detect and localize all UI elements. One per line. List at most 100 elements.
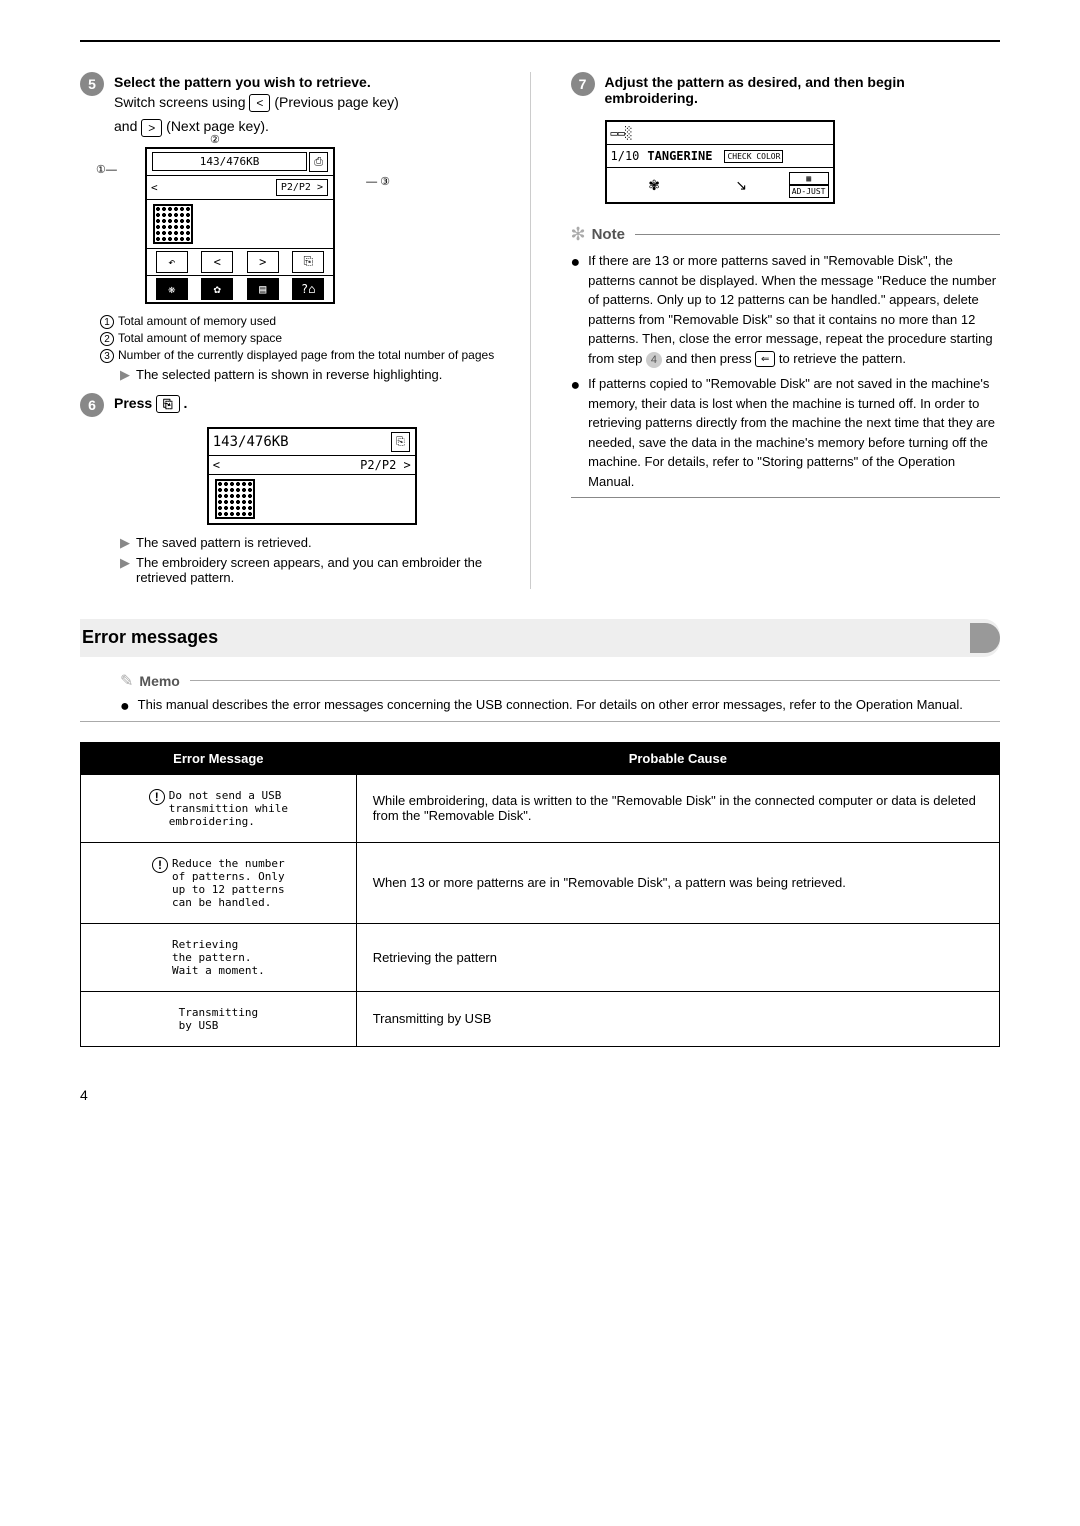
lcd-tab2: ✿ <box>201 278 233 300</box>
lcd-tab3: ▤ <box>247 278 279 300</box>
warning-icon: ! <box>152 857 168 873</box>
table-row: !Reduce the number of patterns. Only up … <box>81 842 1000 923</box>
check-color-btn: CHECK COLOR <box>724 150 783 163</box>
step6-lcd-memory: 143/476KB <box>213 434 390 450</box>
step-5-line1: Switch screens using < (Previous page ke… <box>114 94 510 112</box>
note1-a: If there are 13 or more patterns saved i… <box>588 253 996 366</box>
step5-result-text: The selected pattern is shown in reverse… <box>136 367 442 383</box>
size-btn: ▦ <box>789 172 829 185</box>
note-box: ✻ Note ● If there are 13 or more pattern… <box>571 224 1001 498</box>
callout-2-marker: ② <box>210 133 220 146</box>
step-4-ref: 4 <box>646 352 662 368</box>
error-section-title: Error messages <box>80 627 970 648</box>
callout-3: 3Number of the currently displayed page … <box>100 348 510 363</box>
step6-lcd: 143/476KB ⎘ < P2/P2 > <box>207 427 417 525</box>
callout-1-marker: ①— <box>96 163 117 176</box>
step7-color: TANGERINE <box>647 149 712 163</box>
step-7-number: 7 <box>571 72 595 96</box>
lcd-right-btn: > <box>247 251 279 273</box>
memo-bullet: ● <box>120 695 130 719</box>
probable-cause-cell: While embroidering, data is written to t… <box>356 774 999 842</box>
note2-text: If patterns copied to "Removable Disk" a… <box>588 374 1000 491</box>
probable-cause-cell: Transmitting by USB <box>356 991 999 1046</box>
callout-1-text: Total amount of memory used <box>118 314 276 328</box>
step6-lcd-prev: < <box>213 458 360 472</box>
prev-page-key: < <box>249 94 270 112</box>
pattern-thumbnail <box>153 204 193 244</box>
step6-result1: ▶ The saved pattern is retrieved. <box>120 535 510 551</box>
note-bullet-2: ● <box>571 374 581 491</box>
error-messages-heading: Error messages <box>80 619 1000 657</box>
section-cap <box>970 623 1000 653</box>
retrieve-key-icon: ⎘ <box>156 395 180 413</box>
step6-pattern-thumbnail <box>215 479 255 519</box>
step5-result: ▶ The selected pattern is shown in rever… <box>120 367 510 383</box>
th-probable-cause: Probable Cause <box>356 742 999 774</box>
left-column: 5 Select the pattern you wish to retriev… <box>80 72 531 589</box>
step6-result1-text: The saved pattern is retrieved. <box>136 535 312 551</box>
adjust-btn: AD-JUST <box>789 185 829 198</box>
step6-title-b: . <box>184 395 188 411</box>
retrieve-icon-inline: ⇐ <box>755 351 775 367</box>
step5-lcd: 143/476KB ⎙ < P2/P2 > ↶ < > ⎘ ❋ <box>145 147 335 304</box>
error-message-cell: Retrieving the pattern. Wait a moment. <box>81 923 357 991</box>
lcd-left-btn: < <box>201 251 233 273</box>
triangle-bullet-3: ▶ <box>120 555 130 585</box>
note-item-2: ● If patterns copied to "Removable Disk"… <box>571 374 1001 491</box>
step7-count: 1/10 <box>611 149 640 163</box>
error-table: Error Message Probable Cause !Do not sen… <box>80 742 1000 1047</box>
step-5: 5 Select the pattern you wish to retriev… <box>80 72 510 137</box>
right-column: 7 Adjust the pattern as desired, and the… <box>561 72 1001 589</box>
warning-icon: ! <box>149 789 165 805</box>
lcd-page: P2/P2 > <box>276 179 328 196</box>
triangle-bullet-2: ▶ <box>120 535 130 551</box>
step-6-number: 6 <box>80 393 104 417</box>
error-message-cell: !Reduce the number of patterns. Only up … <box>81 842 357 923</box>
step-6-title: Press ⎘ . <box>114 395 510 413</box>
probable-cause-cell: When 13 or more patterns are in "Removab… <box>356 842 999 923</box>
memo-header: ✎ Memo <box>120 671 1000 691</box>
step6-result2: ▶ The embroidery screen appears, and you… <box>120 555 510 585</box>
step5-line2-a: and <box>114 118 141 134</box>
step7-lcd: ▭▭░ 1/10 TANGERINE CHECK COLOR ✾ ↘ ▦ AD-… <box>605 120 835 204</box>
foot-icon: ▭▭░ <box>611 126 633 140</box>
lcd-back-btn: ↶ <box>156 251 188 273</box>
next-page-key: > <box>141 119 162 137</box>
step-7-title: Adjust the pattern as desired, and then … <box>605 74 1001 106</box>
main-two-column: 5 Select the pattern you wish to retriev… <box>80 72 1000 589</box>
usb-icon: ⎙ <box>309 152 328 172</box>
lcd-tab1: ❋ <box>156 278 188 300</box>
lcd-prev: < <box>151 181 275 194</box>
note1-c: to retrieve the pattern. <box>779 351 906 366</box>
note-bullet-1: ● <box>571 251 581 368</box>
memo-title: Memo <box>139 673 179 689</box>
note-icon: ✻ <box>571 224 586 245</box>
lcd-select-btn: ⎘ <box>292 251 324 273</box>
table-row: Retrieving the pattern. Wait a moment.Re… <box>81 923 1000 991</box>
callout-2-text: Total amount of memory space <box>118 331 282 345</box>
table-row: Transmitting by USBTransmitting by USB <box>81 991 1000 1046</box>
triangle-bullet: ▶ <box>120 367 130 383</box>
step-5-number: 5 <box>80 72 104 96</box>
callout-3-marker: — ③ <box>366 175 390 188</box>
step5-lcd-diagram: ①— ② — ③ 143/476KB ⎙ < P2/P2 > ↶ < > <box>120 147 360 304</box>
page-number: 4 <box>80 1087 1000 1103</box>
step6-result2-text: The embroidery screen appears, and you c… <box>136 555 510 585</box>
step5-line1-a: Switch screens using <box>114 94 249 110</box>
callout-1: 1Total amount of memory used <box>100 314 510 329</box>
lcd-tab4: ?⌂ <box>292 278 324 300</box>
step6-title-a: Press <box>114 395 156 411</box>
design-icon: ✾ <box>611 177 698 194</box>
step5-line1-b: (Previous page key) <box>274 94 399 110</box>
note-item-1: ● If there are 13 or more patterns saved… <box>571 251 1001 368</box>
th-error-message: Error Message <box>81 742 357 774</box>
step-5-title: Select the pattern you wish to retrieve. <box>114 74 510 90</box>
step-5-line2: and > (Next page key). <box>114 118 510 136</box>
memo-icon: ✎ <box>120 671 133 691</box>
error-message-cell: Transmitting by USB <box>81 991 357 1046</box>
memo-item: ● This manual describes the error messag… <box>120 695 1000 719</box>
note1-b: and then press <box>666 351 756 366</box>
step6-lcd-page: P2/P2 > <box>360 458 411 472</box>
probable-cause-cell: Retrieving the pattern <box>356 923 999 991</box>
callout-3-text: Number of the currently displayed page f… <box>118 348 494 362</box>
